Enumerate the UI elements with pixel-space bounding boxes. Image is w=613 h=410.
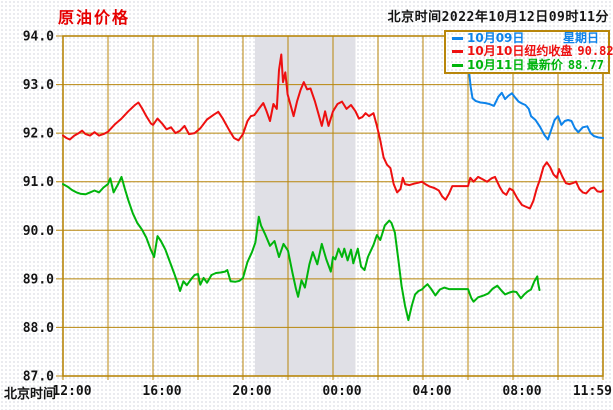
legend-info-text: 最新价 [526, 57, 563, 72]
legend-info-text: 星期日 [562, 31, 599, 46]
series-line-2 [62, 175, 541, 322]
legend-line-swatch-red [452, 50, 463, 54]
legend-info-value: 90.82 [577, 44, 613, 59]
y-tick-label: 91.0 [23, 175, 54, 190]
y-tick-label: 92.0 [23, 127, 54, 142]
legend: 10月09日 星期日 10月10日 纽约收盘 90.82 10月11日 最新价 88… [444, 30, 613, 74]
legend-left: 10月11日 [452, 57, 525, 72]
beijing-datetime: 北京时间2022年10月12日09时11分 [387, 10, 609, 25]
x-tick-label: 00:00 [322, 384, 361, 399]
legend-info: 纽约收盘 90.82 [524, 45, 613, 58]
x-tick-label: 11:59 [573, 384, 612, 399]
legend-info-text: 纽约收盘 [524, 44, 573, 59]
series-line-1 [62, 53, 604, 210]
y-tick-label: 88.0 [23, 321, 54, 336]
legend-info: 最新价 88.77 [526, 57, 604, 72]
y-tick-label: 93.0 [23, 78, 54, 93]
y-tick-label: 94.0 [23, 30, 54, 45]
legend-item-oct09: 10月09日 星期日 [452, 32, 604, 45]
legend-line-swatch-blue [452, 37, 463, 41]
x-tick-label: 04:00 [412, 384, 451, 399]
legend-date: 10月09日 [467, 31, 525, 46]
y-tick-label: 90.0 [23, 224, 54, 239]
legend-left: 10月10日 [452, 45, 524, 58]
legend-date: 10月10日 [467, 44, 525, 59]
legend-item-oct10: 10月10日 纽约收盘 90.82 [452, 45, 613, 58]
y-tick-label: 87.0 [23, 370, 54, 385]
shaded-session-band [254, 36, 356, 376]
page-title: 原油价格 [58, 8, 131, 27]
legend-line-swatch-green [452, 63, 463, 67]
legend-left: 10月09日 [452, 32, 524, 45]
legend-date: 10月11日 [467, 57, 525, 72]
series-line-0 [467, 69, 604, 141]
legend-item-oct11: 10月11日 最新价 88.77 [452, 57, 604, 72]
legend-info-value: 88.77 [567, 57, 604, 72]
x-tick-label: 12:00 [52, 384, 91, 399]
x-tick-label: 08:00 [502, 384, 541, 399]
x-axis-prefix-label: 北京时间 [4, 387, 57, 402]
x-tick-label: 16:00 [142, 384, 181, 399]
plot-border [62, 35, 604, 377]
y-tick-label: 89.0 [23, 272, 54, 287]
legend-info: 星期日 [563, 32, 604, 45]
x-tick-label: 20:00 [232, 384, 271, 399]
